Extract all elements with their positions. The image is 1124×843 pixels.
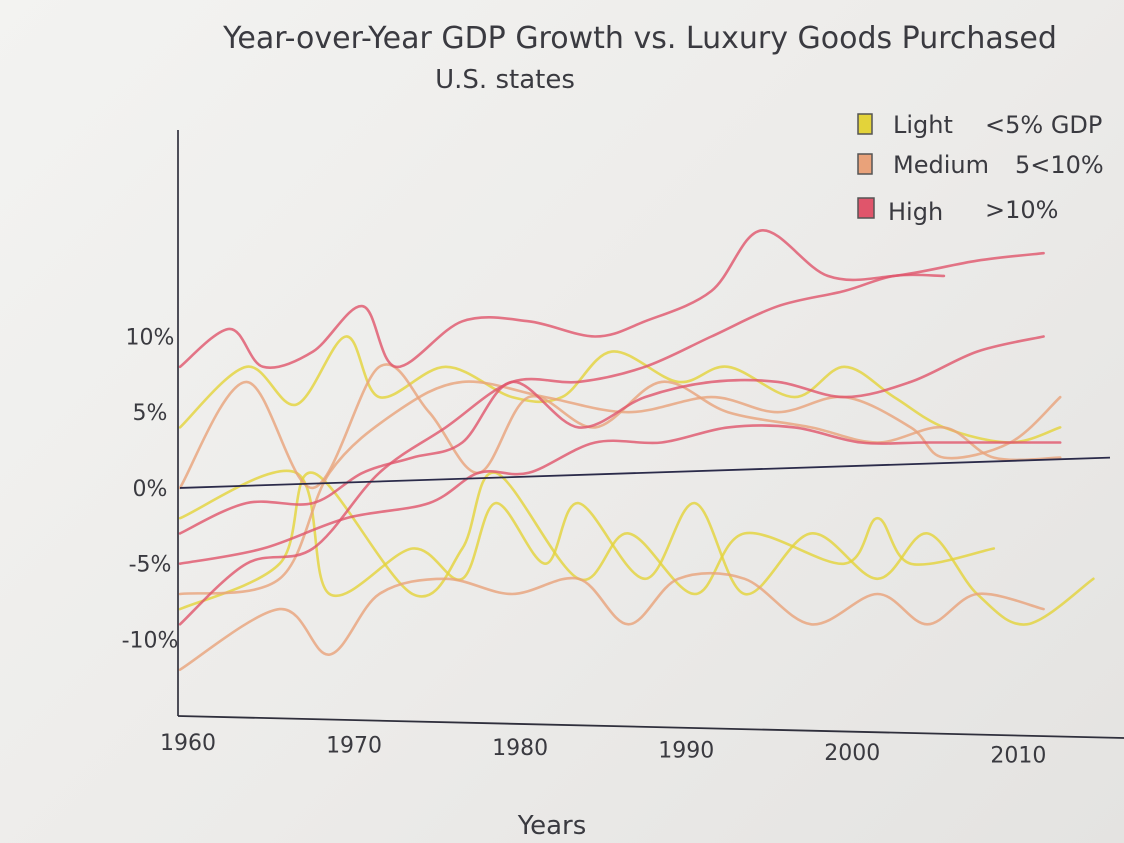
series-lines <box>178 229 1095 671</box>
y-tick-label: 10% <box>126 325 175 350</box>
y-tick-label: -5% <box>129 553 172 578</box>
x-tick-label: 1960 <box>160 731 216 756</box>
series-line-high <box>178 424 1062 565</box>
zero-line <box>179 456 1111 489</box>
legend-swatch-medium <box>857 153 873 175</box>
legend-label-medium: Medium <box>893 151 989 179</box>
series-line-high <box>178 335 1045 535</box>
series-line-medium <box>178 363 1062 490</box>
series-line-high <box>178 273 946 626</box>
x-axis-label: Years <box>517 811 587 841</box>
legend-range-medium: 5<10% <box>1015 151 1104 179</box>
x-tick-label: 1990 <box>658 739 714 764</box>
y-tick-label: 5% <box>133 401 168 426</box>
legend-range-light: <5% GDP <box>985 111 1102 139</box>
y-tick-label: -10% <box>122 628 179 653</box>
chart-subtitle: U.S. states <box>435 65 575 95</box>
series-line-high <box>178 229 1045 369</box>
y-tick-label: 0% <box>133 477 168 502</box>
legend-label-light: Light <box>893 111 953 139</box>
x-tick-label: 1980 <box>492 736 548 761</box>
chart-title: Year-over-Year GDP Growth vs. Luxury Goo… <box>222 21 1057 56</box>
series-line-medium <box>178 571 1045 671</box>
x-axis <box>177 715 1124 739</box>
series-line-light <box>178 335 1062 444</box>
legend: Light <5% GDP Medium 5<10% High >10% <box>857 111 1104 226</box>
legend-swatch-light <box>857 113 873 135</box>
x-tick-label: 2000 <box>824 741 880 766</box>
series-line-medium <box>178 380 1062 596</box>
x-tick-label: 1970 <box>326 734 382 759</box>
series-line-light <box>178 469 1095 626</box>
y-tick-labels: 10% 5% 0% -5% -10% <box>122 325 179 653</box>
legend-range-high: >10% <box>985 196 1058 224</box>
x-tick-labels: 1960 1970 1980 1990 2000 2010 <box>160 731 1046 769</box>
x-tick-label: 2010 <box>990 744 1046 769</box>
legend-swatch-high <box>857 197 875 219</box>
legend-label-high: High <box>888 198 943 226</box>
